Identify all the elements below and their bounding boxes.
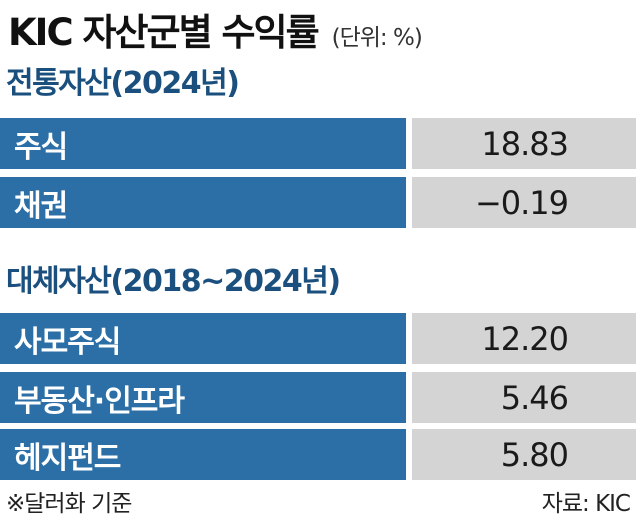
row-value: 18.83 [412, 118, 636, 169]
table-row-real-estate-infra: 부동산·인프라 5.46 [0, 372, 636, 423]
footnote: ※달러화 기준 [6, 491, 132, 517]
source-label: 자료: KIC [541, 491, 631, 517]
row-label: 사모주식 [0, 313, 406, 364]
header: KIC 자산군별 수익률 (단위: %) [8, 2, 423, 54]
row-label: 채권 [0, 177, 406, 228]
row-value: 12.20 [412, 313, 636, 364]
row-value: 5.80 [412, 429, 636, 480]
table-row-bonds: 채권 −0.19 [0, 177, 636, 228]
row-value: −0.19 [412, 177, 636, 228]
unit-label: (단위: %) [331, 25, 423, 51]
table-row-hedge-fund: 헤지펀드 5.80 [0, 429, 636, 480]
section-title-traditional: 전통자산(2024년) [6, 66, 240, 101]
table-row-private-equity: 사모주식 12.20 [0, 313, 636, 364]
table-row-stocks: 주식 18.83 [0, 118, 636, 169]
row-label: 헤지펀드 [0, 429, 406, 480]
row-value: 5.46 [412, 372, 636, 423]
row-label: 부동산·인프라 [0, 372, 406, 423]
chart-title: KIC 자산군별 수익률 [8, 11, 320, 54]
footer: ※달러화 기준 자료: KIC [0, 482, 636, 518]
row-label: 주식 [0, 118, 406, 169]
section-title-alternative: 대체자산(2018~2024년) [6, 264, 341, 299]
